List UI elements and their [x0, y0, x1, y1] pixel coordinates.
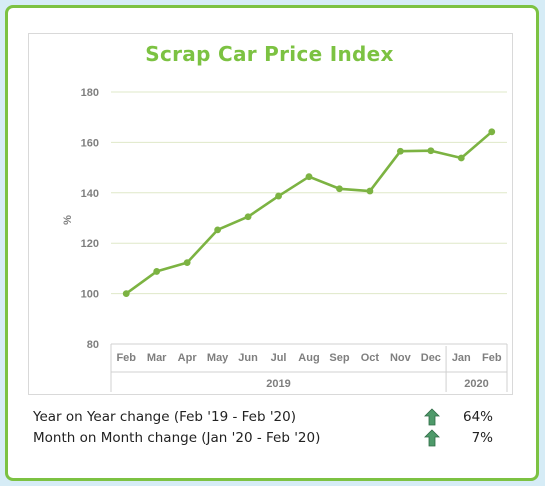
- x-tick-label: Dec: [421, 352, 441, 364]
- x-tick-label: Oct: [361, 352, 380, 364]
- data-point: [214, 226, 222, 234]
- data-point: [305, 173, 313, 181]
- x-tick-label: Jul: [271, 352, 287, 364]
- x-tick-label: Aug: [298, 352, 319, 364]
- y-tick-label: 120: [81, 238, 99, 250]
- y-tick-label: 140: [81, 188, 99, 200]
- y-tick-label: 80: [87, 339, 99, 351]
- summary-mom-value: 7%: [471, 430, 493, 446]
- data-point: [488, 128, 496, 136]
- x-tick-label: Feb: [482, 352, 502, 364]
- summary-mom-label: Month on Month change (Jan '20 - Feb '20…: [33, 430, 321, 446]
- chart-title: Scrap Car Price Index: [145, 42, 394, 66]
- x-tick-label: May: [207, 352, 229, 364]
- line-chart: 80 100 120 140 160 180% Feb Mar Apr May Jun Jul Aug S…: [62, 87, 508, 392]
- x-tick-label: Mar: [147, 352, 167, 364]
- x-tick-label: Jun: [238, 352, 258, 364]
- chart-area: 80 100 120 140 160 180% Feb Mar Apr May Jun Jul Aug S…: [28, 33, 513, 395]
- data-point: [122, 290, 130, 297]
- y-axis-label: %: [62, 215, 74, 225]
- data-point: [275, 192, 282, 200]
- data-point: [366, 187, 374, 195]
- up-arrow-icon: [424, 429, 440, 447]
- up-arrow-icon: [424, 408, 440, 426]
- y-tick-label: 100: [81, 289, 99, 301]
- data-point: [457, 154, 465, 162]
- data-point: [183, 259, 191, 267]
- year-group-label: 2019: [266, 378, 290, 390]
- data-point: [153, 268, 161, 275]
- series-line: [124, 130, 494, 295]
- data-point: [396, 147, 404, 155]
- data-point: [336, 185, 343, 193]
- x-tick-label: Jan: [452, 352, 471, 364]
- y-tick-label: 160: [81, 137, 99, 149]
- y-tick-label: 180: [81, 87, 99, 99]
- year-group-label: 2020: [464, 378, 488, 390]
- x-tick-label: Feb: [116, 352, 136, 364]
- x-tick-label: Nov: [390, 352, 412, 364]
- data-point: [244, 213, 252, 221]
- summary-yoy-value: 64%: [462, 409, 493, 425]
- summary-yoy-label: Year on Year change (Feb '19 - Feb '20): [33, 409, 296, 425]
- x-tick-label: Apr: [178, 352, 198, 364]
- x-tick-label: Sep: [329, 352, 349, 364]
- data-point: [427, 147, 435, 155]
